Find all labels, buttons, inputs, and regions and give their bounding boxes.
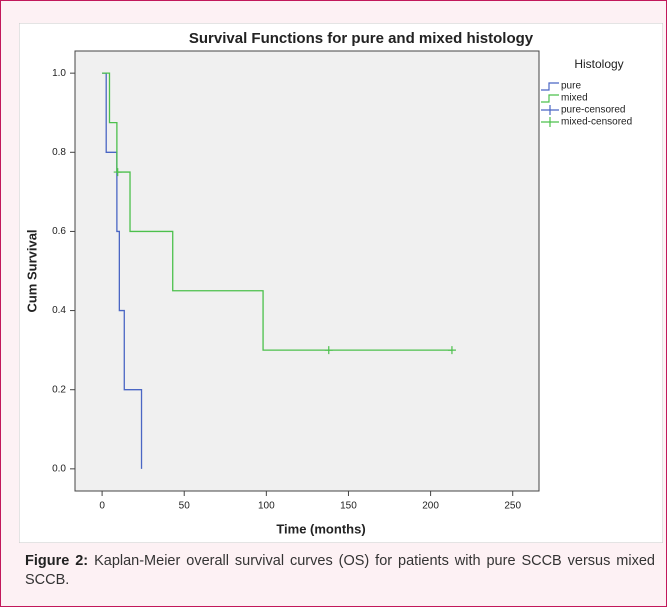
y-tick-label: 0.6 xyxy=(52,226,66,237)
x-tick-label: 200 xyxy=(422,501,439,512)
y-tick-label: 1.0 xyxy=(52,68,66,79)
legend-label: mixed xyxy=(561,93,588,104)
chart: Survival Functions for pure and mixed hi… xyxy=(19,23,663,543)
legend-label: pure-censored xyxy=(561,105,625,116)
chart-title: Survival Functions for pure and mixed hi… xyxy=(189,30,534,47)
caption-label: Figure 2: xyxy=(25,553,89,569)
censor-mark xyxy=(113,168,122,177)
legend-swatch xyxy=(541,94,559,103)
legend-swatch xyxy=(541,117,559,127)
y-axis-title: Cum Survival xyxy=(24,229,39,312)
y-tick-label: 0.0 xyxy=(52,463,66,474)
x-tick-label: 250 xyxy=(504,501,521,512)
survival-curve xyxy=(102,72,143,469)
x-tick-label: 0 xyxy=(99,501,105,512)
x-axis-title: Time (months) xyxy=(276,521,365,536)
legend-title: Histology xyxy=(574,57,623,71)
x-tick-label: 150 xyxy=(340,501,357,512)
legend-swatch xyxy=(541,105,559,115)
legend-swatch xyxy=(541,82,559,91)
y-tick-label: 0.4 xyxy=(52,305,66,316)
caption-text: Kaplan-Meier overall survival curves (OS… xyxy=(25,553,655,588)
caption: Figure 2: Kaplan-Meier overall survival … xyxy=(25,552,655,590)
legend-label: mixed-censored xyxy=(561,117,632,128)
legend-label: pure xyxy=(561,81,581,92)
censor-mark xyxy=(324,346,333,355)
y-tick-label: 0.8 xyxy=(52,147,66,158)
plot-area xyxy=(74,50,540,492)
censor-mark xyxy=(447,346,456,355)
x-tick-label: 50 xyxy=(179,501,191,512)
y-tick-label: 0.2 xyxy=(52,384,66,395)
survival-curve xyxy=(102,72,452,351)
x-tick-label: 100 xyxy=(258,501,275,512)
